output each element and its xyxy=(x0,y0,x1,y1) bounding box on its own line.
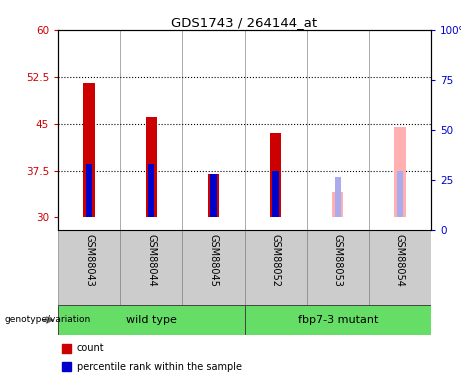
Bar xyxy=(146,117,157,218)
Text: GSM88043: GSM88043 xyxy=(84,234,94,286)
Bar xyxy=(62,344,71,352)
Bar xyxy=(307,230,369,305)
Bar xyxy=(83,83,95,218)
Text: GSM88053: GSM88053 xyxy=(333,234,343,286)
Text: percentile rank within the sample: percentile rank within the sample xyxy=(77,362,242,372)
Bar xyxy=(332,192,343,217)
Bar xyxy=(394,127,406,218)
Bar xyxy=(397,171,403,217)
Title: GDS1743 / 264144_at: GDS1743 / 264144_at xyxy=(171,16,318,29)
Text: GSM88044: GSM88044 xyxy=(146,234,156,286)
Text: count: count xyxy=(77,343,104,353)
Bar xyxy=(335,177,341,218)
Bar xyxy=(208,174,219,217)
Bar xyxy=(120,230,183,305)
Text: wild type: wild type xyxy=(126,315,177,325)
Text: genotype/variation: genotype/variation xyxy=(5,315,91,324)
Text: GSM88054: GSM88054 xyxy=(395,234,405,286)
Bar xyxy=(86,164,92,218)
Bar xyxy=(272,171,279,217)
Bar xyxy=(369,230,431,305)
Text: fbp7-3 mutant: fbp7-3 mutant xyxy=(297,315,378,325)
Bar xyxy=(58,230,120,305)
Bar xyxy=(183,230,244,305)
Text: GSM88045: GSM88045 xyxy=(208,234,219,286)
Bar xyxy=(244,305,431,335)
Bar xyxy=(62,362,71,371)
Bar xyxy=(270,133,281,218)
Text: GSM88052: GSM88052 xyxy=(271,234,281,287)
Bar xyxy=(244,230,307,305)
Bar xyxy=(148,164,154,218)
Bar xyxy=(210,174,217,217)
Bar xyxy=(58,305,244,335)
